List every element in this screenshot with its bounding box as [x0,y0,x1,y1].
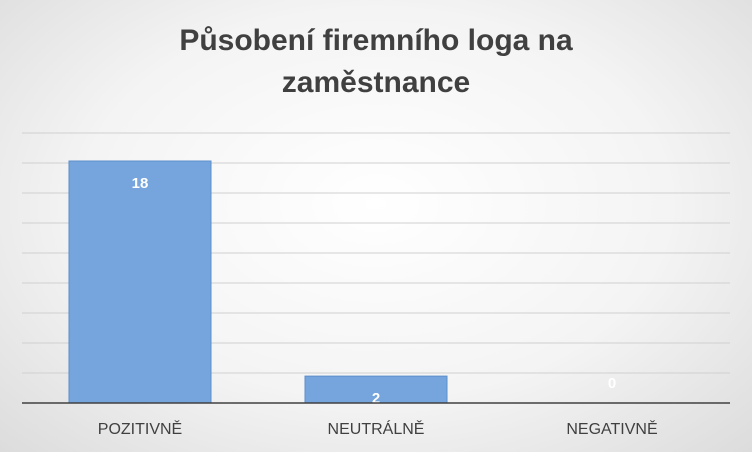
bar [304,375,448,404]
x-tick-label: POZITIVNĚ [98,419,182,438]
data-label: 0 [608,375,616,392]
chart-title-line-2: zaměstnance [281,66,471,99]
chart-title-line-1: Působení firemního loga na [179,24,573,57]
bar [68,160,212,404]
x-tick-label: NEGATIVNĚ [566,419,657,438]
data-label: 2 [372,390,380,407]
chart-title: Působení firemního loga na zaměstnance [0,20,752,104]
x-tick-label: NEUTRÁLNĚ [328,419,425,438]
data-label: 18 [132,175,149,192]
